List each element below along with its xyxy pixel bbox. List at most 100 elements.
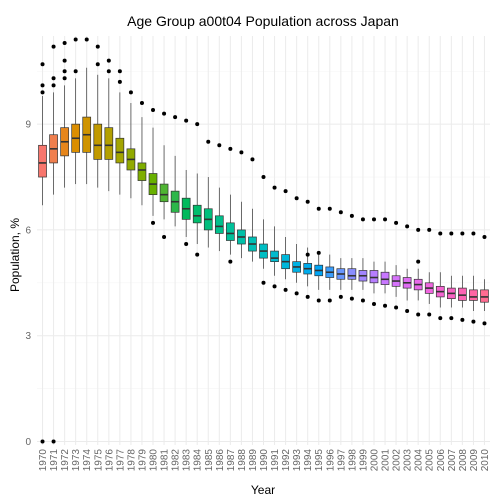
box-body (369, 270, 379, 284)
box-1988 (237, 150, 246, 259)
outlier-point (438, 231, 443, 236)
outlier-point (195, 252, 200, 257)
outlier-point (416, 259, 421, 264)
x-tick-label: 1996 (325, 449, 336, 472)
box-1987 (226, 146, 235, 264)
x-tick-label: 1988 (237, 449, 248, 472)
box-1972 (60, 41, 69, 188)
box-1978 (126, 90, 136, 199)
x-tick-label: 1974 (82, 449, 93, 472)
outlier-point (62, 58, 67, 63)
outlier-point (40, 90, 45, 95)
x-tick-label: 1987 (226, 449, 237, 472)
box-1983 (181, 118, 191, 247)
outlier-point (117, 69, 122, 74)
outlier-point (139, 100, 144, 105)
x-tick-label: 1971 (49, 449, 60, 472)
x-tick-label: 1985 (204, 449, 215, 472)
x-tick-label: 1997 (336, 449, 347, 472)
box-1976 (104, 58, 114, 192)
x-tick-label: 2005 (425, 449, 436, 472)
box-1995 (314, 206, 324, 303)
box-1975 (93, 44, 103, 188)
x-tick-label: 1983 (182, 449, 193, 472)
box-2005 (424, 227, 434, 317)
box-2004 (413, 227, 423, 317)
outlier-point (40, 62, 45, 67)
outlier-point (305, 199, 310, 204)
outlier-point (383, 217, 388, 222)
box-2006 (435, 231, 445, 321)
outlier-point (217, 143, 222, 148)
outlier-point (195, 122, 200, 127)
box-body (347, 268, 357, 280)
box-2008 (458, 231, 467, 322)
box-1981 (159, 111, 169, 239)
y-axis-ticks: 0 3 6 9 (25, 120, 31, 448)
outlier-point (405, 224, 410, 229)
box-body (38, 144, 47, 178)
box-1986 (214, 143, 224, 252)
outlier-point (40, 439, 45, 444)
x-tick-label: 1973 (71, 449, 82, 472)
x-tick-label: 1970 (38, 449, 49, 472)
box-2002 (391, 220, 401, 310)
outlier-point (51, 44, 56, 49)
outlier-point (117, 79, 122, 84)
outlier-point (471, 231, 476, 236)
x-axis-title: Year (251, 483, 275, 497)
box-body (115, 137, 125, 164)
x-tick-label: 1995 (314, 449, 325, 472)
box-body (270, 250, 279, 263)
x-tick-label: 2002 (392, 449, 403, 472)
outlier-point (427, 227, 432, 232)
box-1984 (192, 122, 202, 257)
box-body (137, 162, 147, 181)
box-group (38, 37, 489, 444)
x-tick-label: 1989 (248, 449, 259, 472)
outlier-point (449, 231, 454, 236)
x-tick-label: 2007 (447, 449, 458, 472)
outlier-point (184, 118, 189, 123)
outlier-point (383, 303, 388, 308)
outlier-point (360, 298, 365, 303)
outlier-point (327, 298, 332, 303)
outlier-point (51, 83, 56, 88)
outlier-point (62, 76, 67, 81)
outlier-point (272, 284, 277, 289)
outlier-point (73, 37, 78, 42)
x-tick-label: 1991 (270, 449, 281, 472)
outlier-point (349, 213, 354, 218)
y-tick-label: 3 (25, 331, 31, 342)
outlier-point (305, 294, 310, 299)
box-body (458, 287, 467, 301)
box-1980 (148, 108, 158, 225)
outlier-point (294, 291, 299, 296)
box-body (226, 222, 235, 241)
outlier-point (283, 189, 288, 194)
box-1997 (336, 210, 346, 299)
x-tick-label: 1998 (347, 449, 358, 472)
outlier-point (482, 321, 487, 326)
outlier-point (162, 234, 167, 239)
outlier-point (206, 139, 211, 144)
x-tick-label: 1980 (149, 449, 160, 472)
y-tick-label: 9 (25, 120, 31, 131)
x-tick-label: 1984 (193, 449, 204, 472)
box-2007 (447, 231, 456, 321)
box-body (214, 215, 224, 234)
box-body (480, 289, 489, 303)
outlier-point (128, 90, 133, 95)
box-1977 (115, 69, 125, 195)
x-tick-label: 1981 (160, 449, 171, 472)
outlier-point (405, 309, 410, 314)
box-1991 (270, 185, 279, 289)
x-tick-label: 2008 (458, 449, 469, 472)
outlier-point (162, 111, 167, 116)
x-tick-label: 2004 (414, 449, 425, 472)
outlier-point (95, 62, 100, 67)
outlier-point (449, 316, 454, 321)
x-tick-label: 1978 (126, 449, 137, 472)
outlier-point (371, 301, 376, 306)
y-axis-title: Population, % (8, 218, 22, 292)
